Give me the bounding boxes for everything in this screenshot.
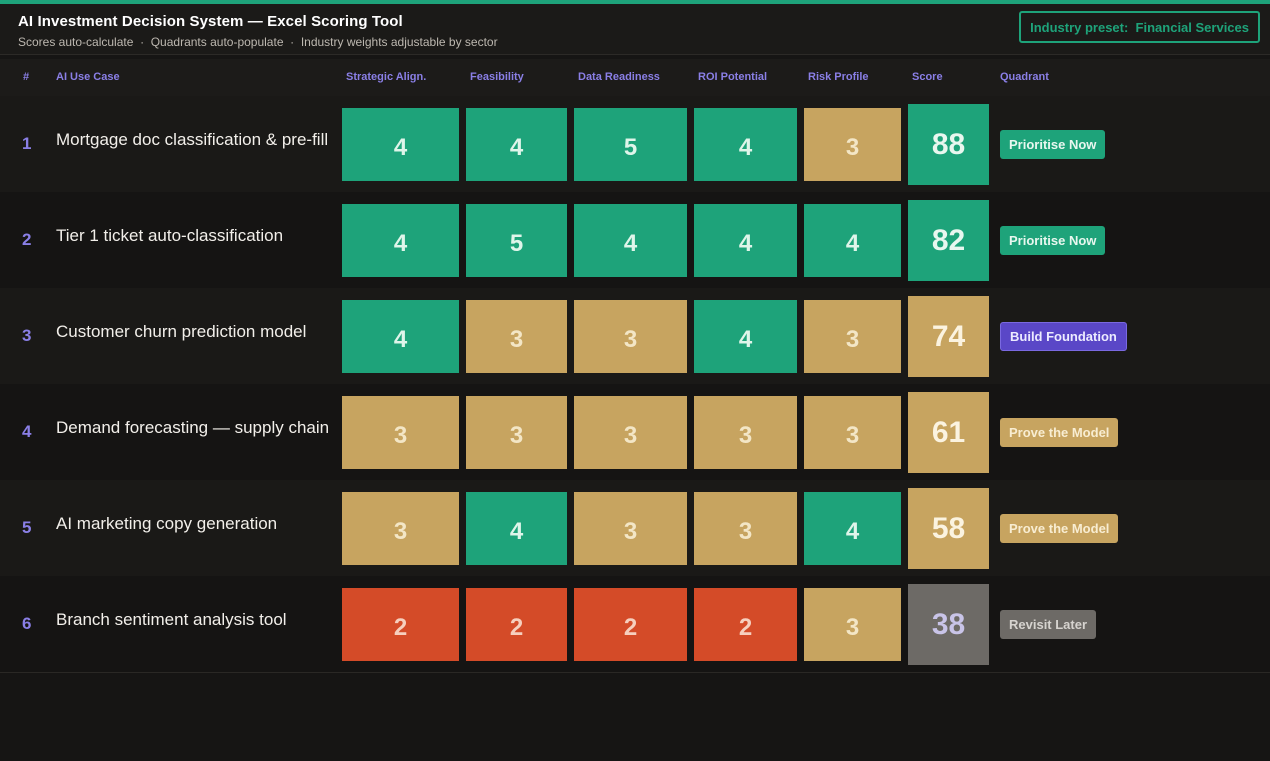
table-row[interactable]: 5 AI marketing copy generation 3 4 3 3 4 58 Prov… (0, 480, 1270, 576)
row-number: 6 (22, 614, 32, 633)
row-number: 1 (22, 134, 32, 153)
strategic-alignment-cell[interactable]: 3 (342, 396, 459, 469)
feasibility-cell[interactable]: 4 (466, 108, 567, 181)
strategic-alignment-cell[interactable]: 4 (342, 204, 459, 277)
table-row[interactable]: 6 Branch sentiment analysis tool 2 2 2 2 3 38 Re… (0, 576, 1270, 672)
use-case-name-cell[interactable]: Demand forecasting — supply chain (56, 418, 330, 437)
data-readiness-cell[interactable]: 3 (574, 492, 687, 565)
data-readiness-cell[interactable]: 3 (574, 396, 687, 469)
table-row[interactable]: 2 Tier 1 ticket auto-classification 4 5 4 4 4 8… (0, 192, 1270, 288)
row-number: 5 (22, 518, 32, 537)
data-readiness-cell[interactable]: 5 (574, 108, 687, 181)
risk-profile-cell[interactable]: 4 (804, 204, 901, 277)
accent-top-bar (0, 0, 1270, 4)
strategic-alignment-cell[interactable]: 4 (342, 300, 459, 373)
table-row[interactable]: 4 Demand forecasting — supply chain 3 3 3 3 3 6… (0, 384, 1270, 480)
total-score-cell: 74 (908, 296, 989, 377)
use-case-name-cell[interactable]: Mortgage doc classification & pre-fill (56, 130, 329, 149)
roi-potential-cell[interactable]: 3 (694, 396, 797, 469)
column-header-strategic-alignment[interactable]: Strategic Align. (346, 71, 427, 83)
page-subtitle: Scores auto-calculate · Quadrants auto-p… (18, 35, 498, 49)
use-case-name-cell[interactable]: Tier 1 ticket auto-classification (56, 226, 284, 245)
empty-table-area (0, 672, 1270, 761)
column-header-roi-potential[interactable]: ROI Potential (698, 71, 768, 83)
roi-potential-cell[interactable]: 4 (694, 108, 797, 181)
quadrant-badge: Build Foundation (1000, 322, 1127, 351)
total-score-cell: 61 (908, 392, 989, 473)
quadrant-badge: Prioritise Now (1000, 226, 1106, 255)
risk-profile-cell[interactable]: 3 (804, 300, 901, 373)
roi-potential-cell[interactable]: 3 (694, 492, 797, 565)
feasibility-cell[interactable]: 4 (466, 492, 567, 565)
strategic-alignment-cell[interactable]: 3 (342, 492, 459, 565)
app-header: AI Investment Decision System — Excel Sc… (0, 4, 1270, 55)
total-score-cell: 38 (908, 584, 989, 665)
roi-potential-cell[interactable]: 4 (694, 204, 797, 277)
column-header-quadrant[interactable]: Quadrant (1000, 71, 1049, 83)
row-number: 4 (22, 422, 32, 441)
risk-profile-cell[interactable]: 4 (804, 492, 901, 565)
strategic-alignment-cell[interactable]: 4 (342, 108, 459, 181)
column-header-score[interactable]: Score (912, 71, 943, 83)
row-number: 2 (22, 230, 32, 249)
risk-profile-cell[interactable]: 3 (804, 588, 901, 661)
quadrant-badge: Prove the Model (1000, 418, 1119, 447)
column-header-number[interactable]: # (23, 71, 30, 83)
feasibility-cell[interactable]: 5 (466, 204, 567, 277)
data-readiness-cell[interactable]: 2 (574, 588, 687, 661)
quadrant-badge: Revisit Later (1000, 610, 1097, 639)
use-case-name-cell[interactable]: AI marketing copy generation (56, 514, 278, 533)
total-score-cell: 88 (908, 104, 989, 185)
column-header-row: # AI Use Case Strategic Align. Feasibili… (0, 59, 1270, 96)
use-case-name-cell[interactable]: Customer churn prediction model (56, 322, 307, 341)
risk-profile-cell[interactable]: 3 (804, 396, 901, 469)
feasibility-cell[interactable]: 3 (466, 300, 567, 373)
column-header-feasibility[interactable]: Feasibility (470, 71, 524, 83)
column-header-risk-profile[interactable]: Risk Profile (808, 71, 869, 83)
quadrant-badge: Prove the Model (1000, 514, 1119, 543)
feasibility-cell[interactable]: 2 (466, 588, 567, 661)
column-header-data-readiness[interactable]: Data Readiness (578, 71, 660, 83)
risk-profile-cell[interactable]: 3 (804, 108, 901, 181)
total-score-cell: 58 (908, 488, 989, 569)
industry-preset-selector[interactable]: Industry preset: Financial Services (1019, 11, 1260, 43)
roi-potential-cell[interactable]: 4 (694, 300, 797, 373)
row-number: 3 (22, 326, 32, 345)
data-readiness-cell[interactable]: 3 (574, 300, 687, 373)
table-row[interactable]: 3 Customer churn prediction model 4 3 3 4 3 74 B… (0, 288, 1270, 384)
data-readiness-cell[interactable]: 4 (574, 204, 687, 277)
strategic-alignment-cell[interactable]: 2 (342, 588, 459, 661)
total-score-cell: 82 (908, 200, 989, 281)
quadrant-badge: Prioritise Now (1000, 130, 1106, 159)
roi-potential-cell[interactable]: 2 (694, 588, 797, 661)
feasibility-cell[interactable]: 3 (466, 396, 567, 469)
table-row[interactable]: 1 Mortgage doc classification & pre-fill 4… (0, 96, 1270, 192)
use-case-name-cell[interactable]: Branch sentiment analysis tool (56, 610, 287, 629)
page-title: AI Investment Decision System — Excel Sc… (18, 13, 403, 30)
column-header-use-case[interactable]: AI Use Case (56, 71, 120, 83)
